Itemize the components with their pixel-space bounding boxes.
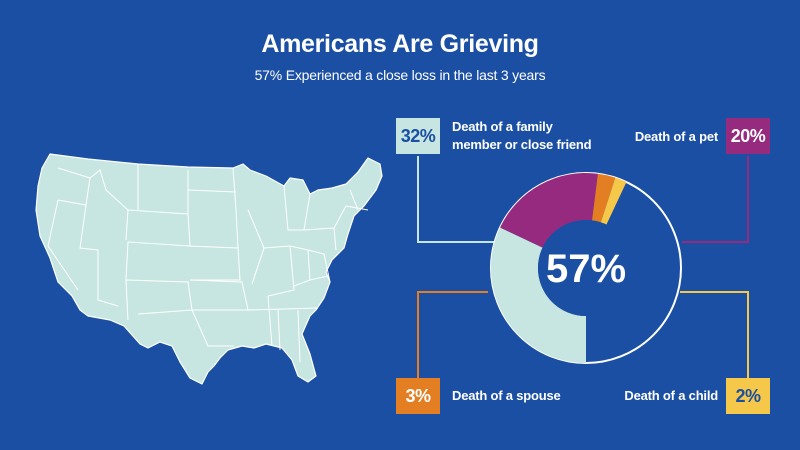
label-pet: Death of a pet bbox=[634, 129, 718, 144]
leader-line-family bbox=[417, 156, 498, 243]
label-child: Death of a child bbox=[624, 388, 718, 403]
badge-spouse-percent: 3% bbox=[396, 378, 440, 414]
leader-line-spouse bbox=[417, 291, 488, 378]
donut-hole bbox=[538, 220, 634, 316]
donut-slice-child bbox=[600, 177, 627, 225]
label-family: Death of a family member or close friend bbox=[452, 119, 592, 152]
donut-slice-spouse bbox=[592, 173, 616, 223]
badge-child-percent: 2% bbox=[726, 378, 770, 414]
donut-slice-pet bbox=[500, 173, 598, 248]
us-map-icon bbox=[28, 150, 398, 385]
infographic-title: Americans Are Grieving bbox=[261, 30, 539, 58]
badge-pet-percent: 20% bbox=[726, 118, 770, 154]
donut-slice-family bbox=[490, 227, 586, 363]
label-spouse: Death of a spouse bbox=[452, 388, 561, 403]
us-map-state-borders bbox=[47, 164, 369, 363]
us-map-outline bbox=[35, 153, 383, 385]
donut-center-label: 57% bbox=[546, 247, 626, 291]
leader-line-child bbox=[680, 291, 749, 378]
leader-lines bbox=[417, 156, 749, 378]
leader-line-pet bbox=[682, 156, 749, 243]
badge-family-percent: 32% bbox=[396, 118, 440, 154]
infographic-subtitle: 57% Experienced a close loss in the last… bbox=[254, 67, 546, 83]
